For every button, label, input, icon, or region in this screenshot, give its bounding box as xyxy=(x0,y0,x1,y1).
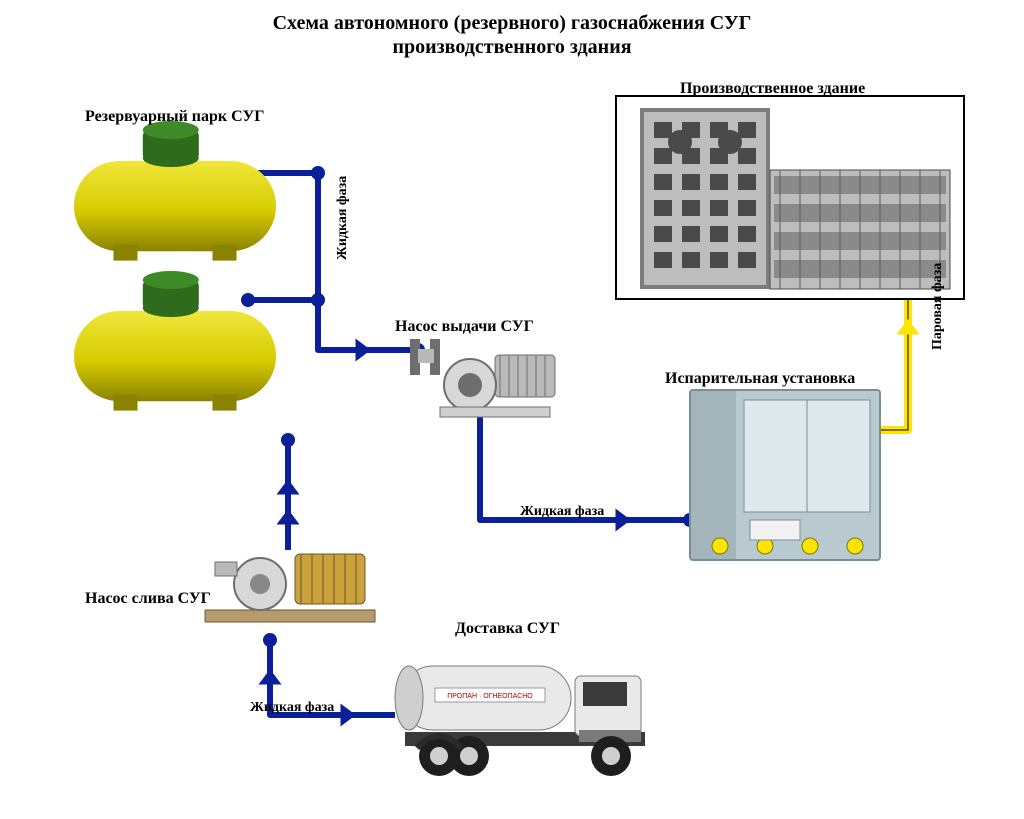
label-building: Производственное здание xyxy=(680,80,865,98)
label-delivery: Доставка СУГ xyxy=(455,620,560,638)
label-liquid-phase-1: Жидкая фаза xyxy=(335,176,351,260)
label-vapor-phase: Паровая фаза xyxy=(930,263,946,350)
label-tank-park: Резервуарный парк СУГ xyxy=(85,108,264,126)
label-pump-drain: Насос слива СУГ xyxy=(85,590,211,608)
diagram-canvas: Схема автономного (резервного) газоснабж… xyxy=(0,0,1024,819)
label-liquid-phase-2: Жидкая фаза xyxy=(520,504,604,520)
label-pump-out: Насос выдачи СУГ xyxy=(395,318,534,336)
svg-text:ПРОПАН · ОГНЕОПАСНО: ПРОПАН · ОГНЕОПАСНО xyxy=(447,693,533,700)
label-evaporator: Испарительная установка xyxy=(665,370,855,388)
label-liquid-phase-3: Жидкая фаза xyxy=(250,700,334,716)
